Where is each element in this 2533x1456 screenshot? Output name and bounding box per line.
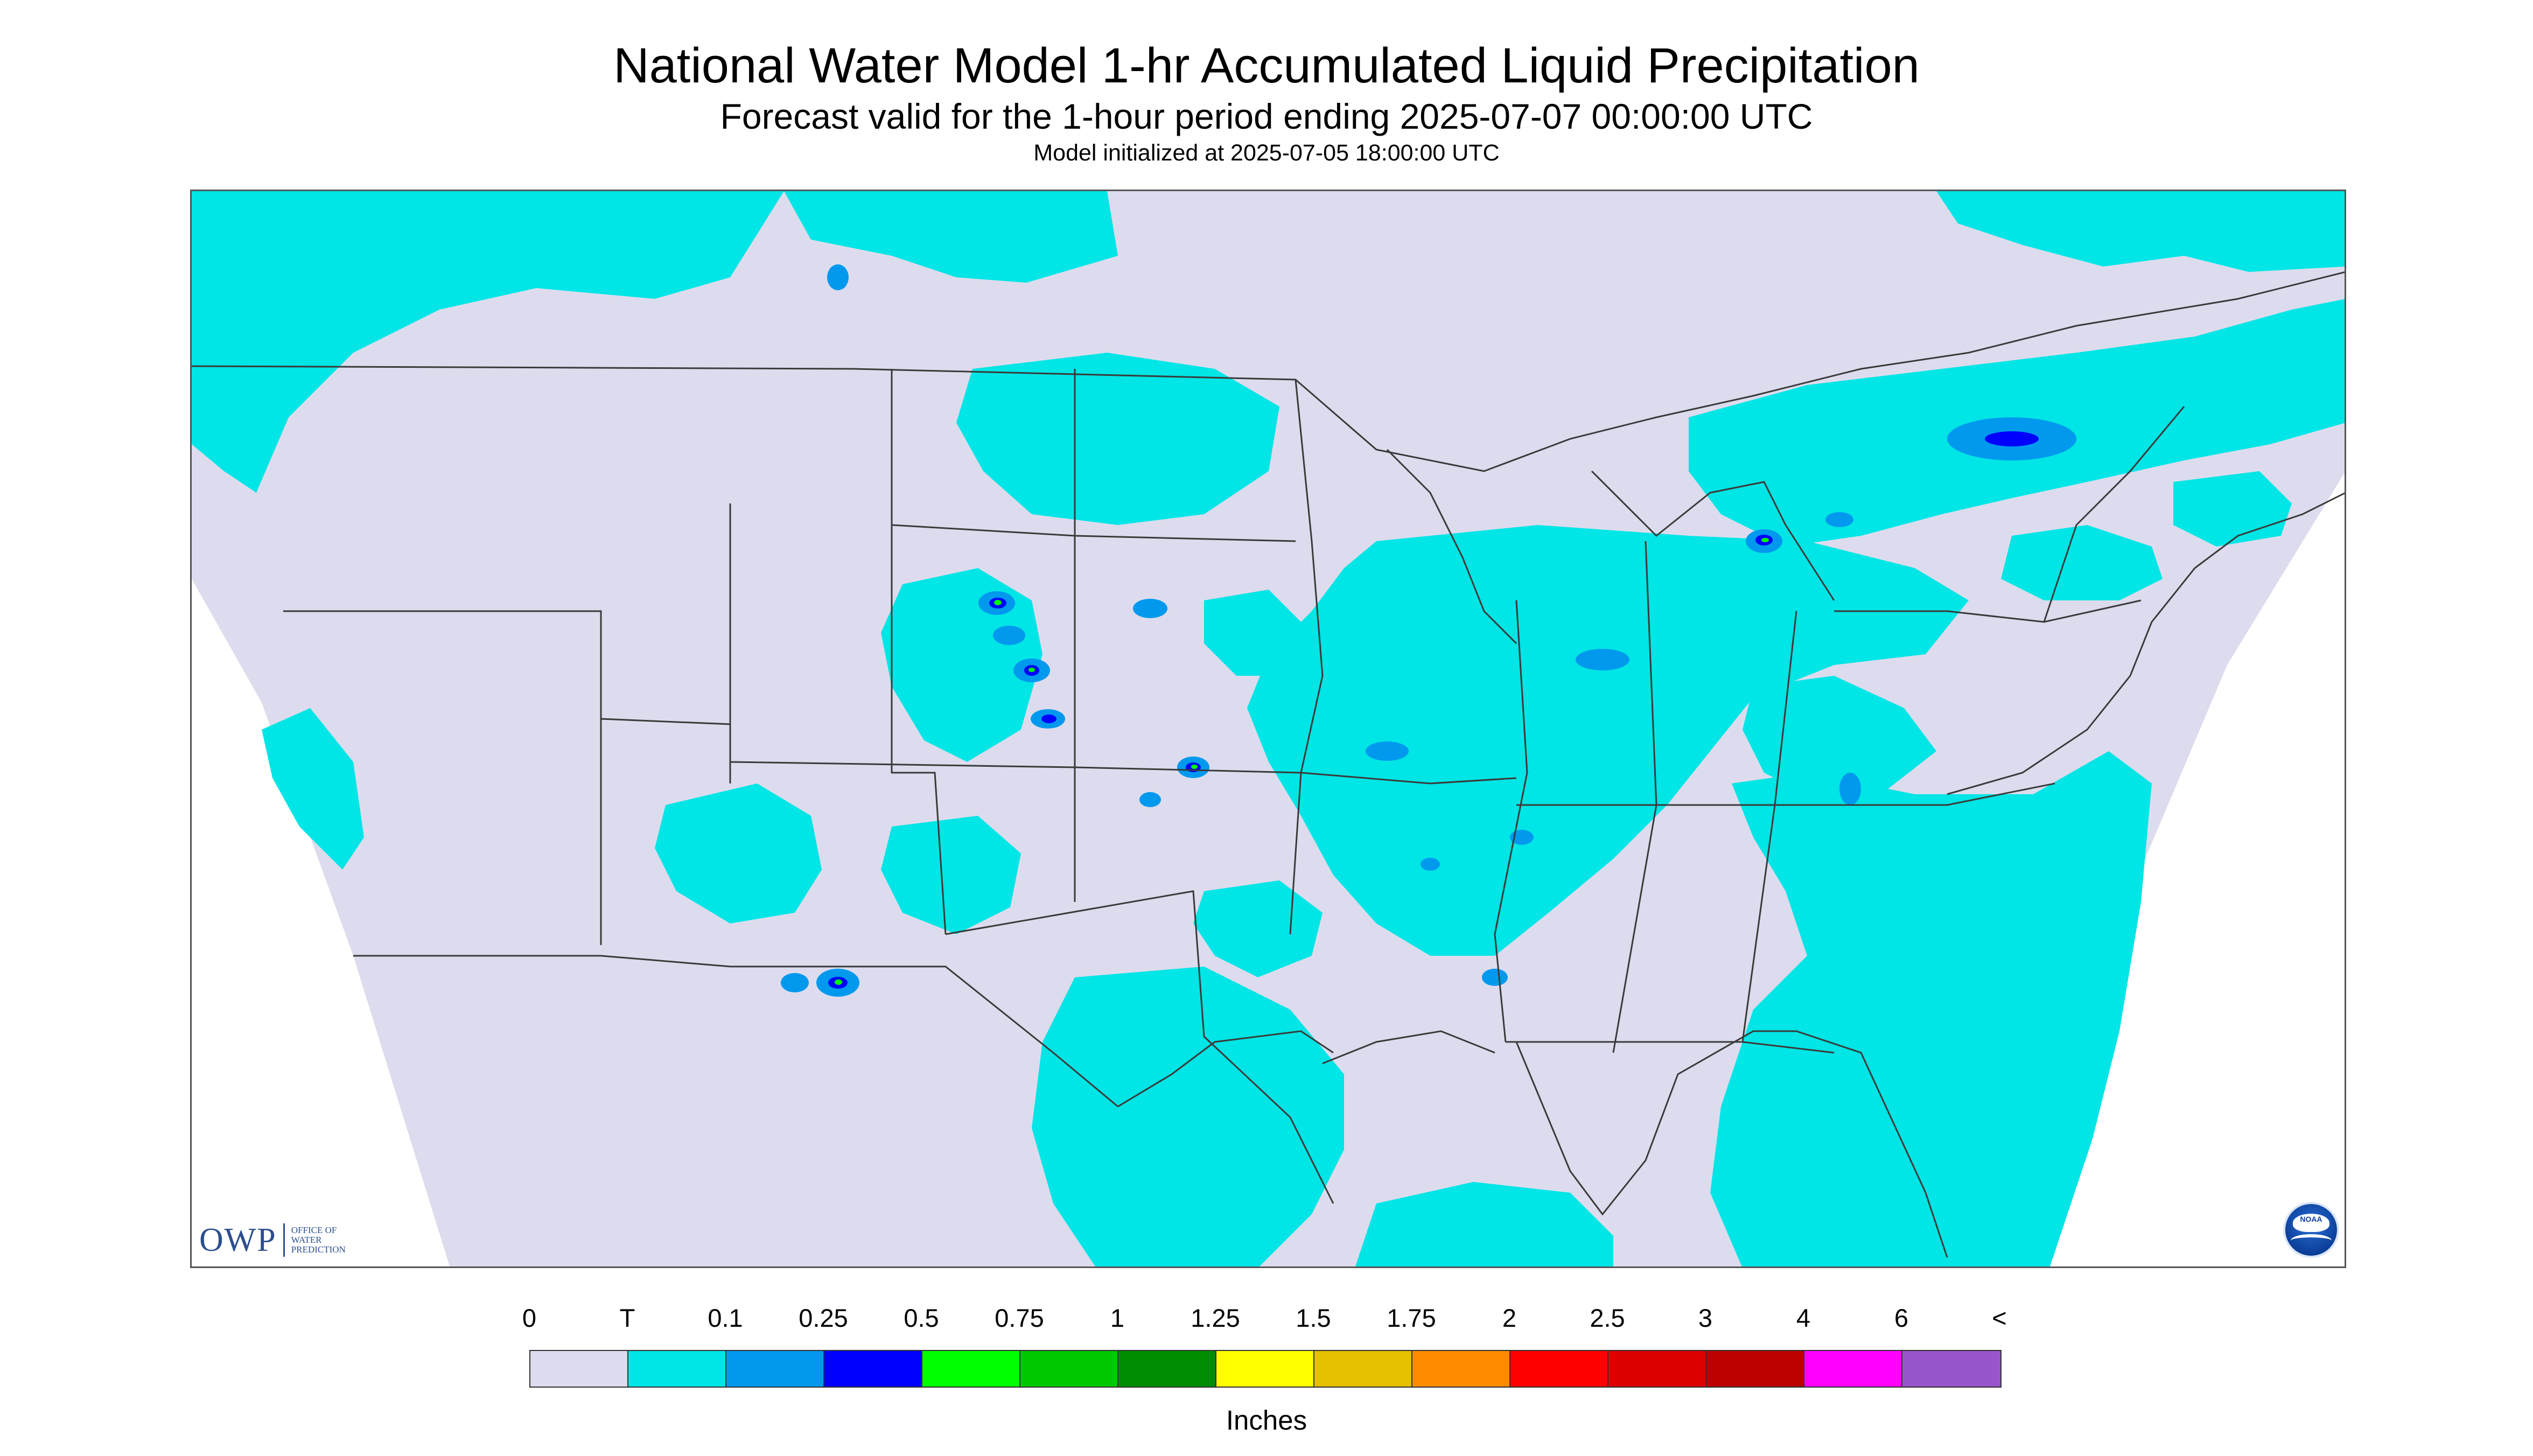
legend-tick-label: 3 <box>1698 1304 1713 1332</box>
legend-units: Inches <box>1226 1405 1307 1436</box>
map-canvas <box>192 191 2345 1266</box>
model-init-text: Model initialized at 2025-07-05 18:00:00… <box>1033 140 1500 166</box>
legend-swatch <box>922 1351 1020 1387</box>
legend-tick-label: 1.5 <box>1296 1304 1331 1332</box>
legend-swatch <box>1608 1351 1706 1387</box>
legend-tick-label: 2 <box>1502 1304 1517 1332</box>
legend-swatch <box>1902 1351 2000 1387</box>
legend-swatch <box>628 1351 726 1387</box>
legend-swatch <box>824 1351 922 1387</box>
legend-tick-label: 1.75 <box>1387 1304 1436 1332</box>
noaa-logo-text: NOAA <box>2300 1215 2322 1223</box>
legend-tick-label: 1 <box>1110 1304 1125 1332</box>
state-and-country-boundaries <box>192 271 2345 1258</box>
legend-swatch <box>1706 1351 1804 1387</box>
legend-tick-label: 1.25 <box>1191 1304 1240 1332</box>
legend-swatch <box>1314 1351 1412 1387</box>
precipitation-moderate-areas <box>781 264 2076 997</box>
noaa-wave-icon <box>2291 1234 2332 1247</box>
legend-swatch <box>1020 1351 1118 1387</box>
legend-tick-label: 4 <box>1796 1304 1811 1332</box>
legend-swatch <box>1804 1351 1902 1387</box>
legend-tick-label: 0.25 <box>799 1304 848 1332</box>
legend-tick-label: 0 <box>522 1304 537 1332</box>
legend-swatch <box>1216 1351 1314 1387</box>
legend-tick-label: 6 <box>1894 1304 1909 1332</box>
noaa-logo: NOAA <box>2283 1202 2339 1258</box>
precipitation-1in-cores <box>835 538 1769 985</box>
legend-tick-label: T <box>619 1304 635 1332</box>
legend-swatch <box>1412 1351 1510 1387</box>
owp-logo-text: OFFICE OF WATER PREDICTION <box>291 1225 346 1255</box>
legend-tick-label: 0.5 <box>904 1304 939 1332</box>
legend-swatch <box>1510 1351 1608 1387</box>
legend-color-bar <box>529 1350 2002 1388</box>
legend-swatch <box>530 1351 628 1387</box>
legend-swatch <box>726 1351 824 1387</box>
legend-labels: 0 T 0.1 0.25 0.5 0.75 1 1.25 1.5 1.75 2 2.5 3 4 6 < <box>0 1303 2533 1335</box>
forecast-valid-subtitle: Forecast valid for the 1-hour period end… <box>720 96 1813 136</box>
legend-tick-label: 0.1 <box>708 1304 743 1332</box>
noaa-bird-icon <box>2293 1214 2329 1232</box>
owp-logo: OWP OFFICE OF WATER PREDICTION <box>199 1221 346 1259</box>
precipitation-trace-areas <box>192 191 2345 1266</box>
legend-tick-label: 0.75 <box>995 1304 1044 1332</box>
legend-swatch <box>1118 1351 1216 1387</box>
owp-logo-mark: OWP <box>199 1221 277 1258</box>
owp-logo-divider <box>283 1223 285 1257</box>
legend-tick-label: 2.5 <box>1590 1304 1625 1332</box>
map-title: National Water Model 1-hr Accumulated Li… <box>613 38 1920 93</box>
precipitation-map <box>190 190 2346 1268</box>
legend-tick-label: < <box>1992 1304 2007 1332</box>
